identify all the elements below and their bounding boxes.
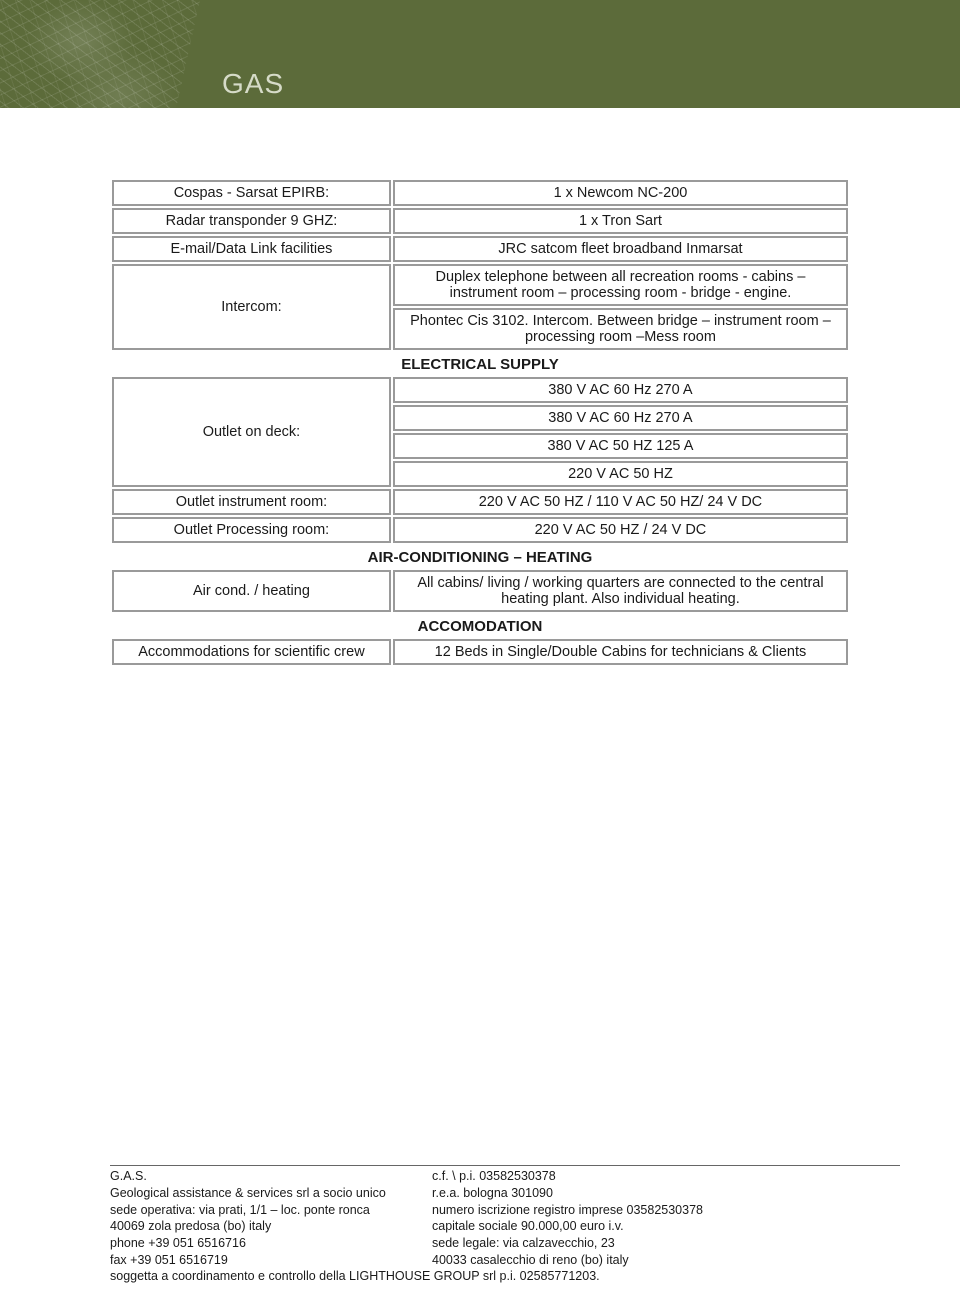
footer-line: sede legale: via calzavecchio, 23 xyxy=(432,1235,703,1252)
row-value: 1 x Tron Sart xyxy=(393,208,848,234)
table-row: Outlet Processing room: 220 V AC 50 HZ /… xyxy=(112,517,848,543)
footer-line: r.e.a. bologna 301090 xyxy=(432,1185,703,1202)
row-label: Accommodations for scientific crew xyxy=(112,639,391,665)
table-row-intercom: Intercom: Duplex telephone between all r… xyxy=(112,264,848,350)
outlet-value: 380 V AC 50 HZ 125 A xyxy=(393,433,848,459)
row-value: All cabins/ living / working quarters ar… xyxy=(393,570,848,612)
footer-line: G.A.S. xyxy=(110,1168,420,1185)
table-row-outlet-deck: Outlet on deck: 380 V AC 60 Hz 270 A 380… xyxy=(112,377,848,487)
accom-table: Accommodations for scientific crew 12 Be… xyxy=(110,637,850,667)
outlet-value: 380 V AC 60 Hz 270 A xyxy=(393,405,848,431)
row-value: 12 Beds in Single/Double Cabins for tech… xyxy=(393,639,848,665)
table-row: Radar transponder 9 GHZ: 1 x Tron Sart xyxy=(112,208,848,234)
table-row: Air cond. / heating All cabins/ living /… xyxy=(112,570,848,612)
table-row: Outlet instrument room: 220 V AC 50 HZ /… xyxy=(112,489,848,515)
footer-line: c.f. \ p.i. 03582530378 xyxy=(432,1168,703,1185)
row-label: Air cond. / heating xyxy=(112,570,391,612)
row-label: Outlet Processing room: xyxy=(112,517,391,543)
row-label: Intercom: xyxy=(112,264,391,350)
footer-line: capitale sociale 90.000,00 euro i.v. xyxy=(432,1218,703,1235)
row-label: Cospas - Sarsat EPIRB: xyxy=(112,180,391,206)
table-row: E-mail/Data Link facilities JRC satcom f… xyxy=(112,236,848,262)
footer-line: numero iscrizione registro imprese 03582… xyxy=(432,1202,703,1219)
footer-col-right: c.f. \ p.i. 03582530378 r.e.a. bologna 3… xyxy=(432,1168,703,1269)
intercom-values: Duplex telephone between all recreation … xyxy=(393,264,848,350)
table-row: Cospas - Sarsat EPIRB: 1 x Newcom NC-200 xyxy=(112,180,848,206)
footer-line: 40069 zola predosa (bo) italy xyxy=(110,1218,420,1235)
outlet-value: 380 V AC 60 Hz 270 A xyxy=(393,377,848,403)
content-area: Cospas - Sarsat EPIRB: 1 x Newcom NC-200… xyxy=(0,108,960,667)
section-title-electrical: ELECTRICAL SUPPLY xyxy=(110,356,850,373)
row-value: 220 V AC 50 HZ / 24 V DC xyxy=(393,517,848,543)
row-value: JRC satcom fleet broadband Inmarsat xyxy=(393,236,848,262)
intercom-value: Phontec Cis 3102. Intercom. Between brid… xyxy=(393,308,848,350)
header-graphic xyxy=(0,0,200,108)
row-label: Outlet on deck: xyxy=(112,377,391,487)
row-value: 220 V AC 50 HZ / 110 V AC 50 HZ/ 24 V DC xyxy=(393,489,848,515)
footer-line: fax +39 051 6516719 xyxy=(110,1252,420,1269)
footer-line: phone +39 051 6516716 xyxy=(110,1235,420,1252)
header-band: GAS xyxy=(0,0,960,108)
outlet-deck-values: 380 V AC 60 Hz 270 A 380 V AC 60 Hz 270 … xyxy=(393,377,848,487)
footer-col-left: G.A.S. Geological assistance & services … xyxy=(110,1168,420,1269)
footer-columns: G.A.S. Geological assistance & services … xyxy=(110,1168,900,1269)
aircond-table: Air cond. / heating All cabins/ living /… xyxy=(110,568,850,614)
electrical-table: Outlet on deck: 380 V AC 60 Hz 270 A 380… xyxy=(110,375,850,545)
outlet-value: 220 V AC 50 HZ xyxy=(393,461,848,487)
footer-rule xyxy=(110,1165,900,1166)
section-title-accom: ACCOMODATION xyxy=(110,618,850,635)
footer: G.A.S. Geological assistance & services … xyxy=(110,1165,900,1283)
row-label: E-mail/Data Link facilities xyxy=(112,236,391,262)
row-label: Outlet instrument room: xyxy=(112,489,391,515)
row-label: Radar transponder 9 GHZ: xyxy=(112,208,391,234)
footer-line: 40033 casalecchio di reno (bo) italy xyxy=(432,1252,703,1269)
page-title: GAS xyxy=(222,68,284,100)
section-title-aircond: AIR-CONDITIONING – HEATING xyxy=(110,549,850,566)
footer-line: Geological assistance & services srl a s… xyxy=(110,1185,420,1202)
footer-last-line: soggetta a coordinamento e controllo del… xyxy=(110,1269,900,1283)
footer-line: sede operativa: via prati, 1/1 – loc. po… xyxy=(110,1202,420,1219)
table-row: Accommodations for scientific crew 12 Be… xyxy=(112,639,848,665)
intercom-value: Duplex telephone between all recreation … xyxy=(393,264,848,306)
row-value: 1 x Newcom NC-200 xyxy=(393,180,848,206)
comm-table: Cospas - Sarsat EPIRB: 1 x Newcom NC-200… xyxy=(110,178,850,352)
